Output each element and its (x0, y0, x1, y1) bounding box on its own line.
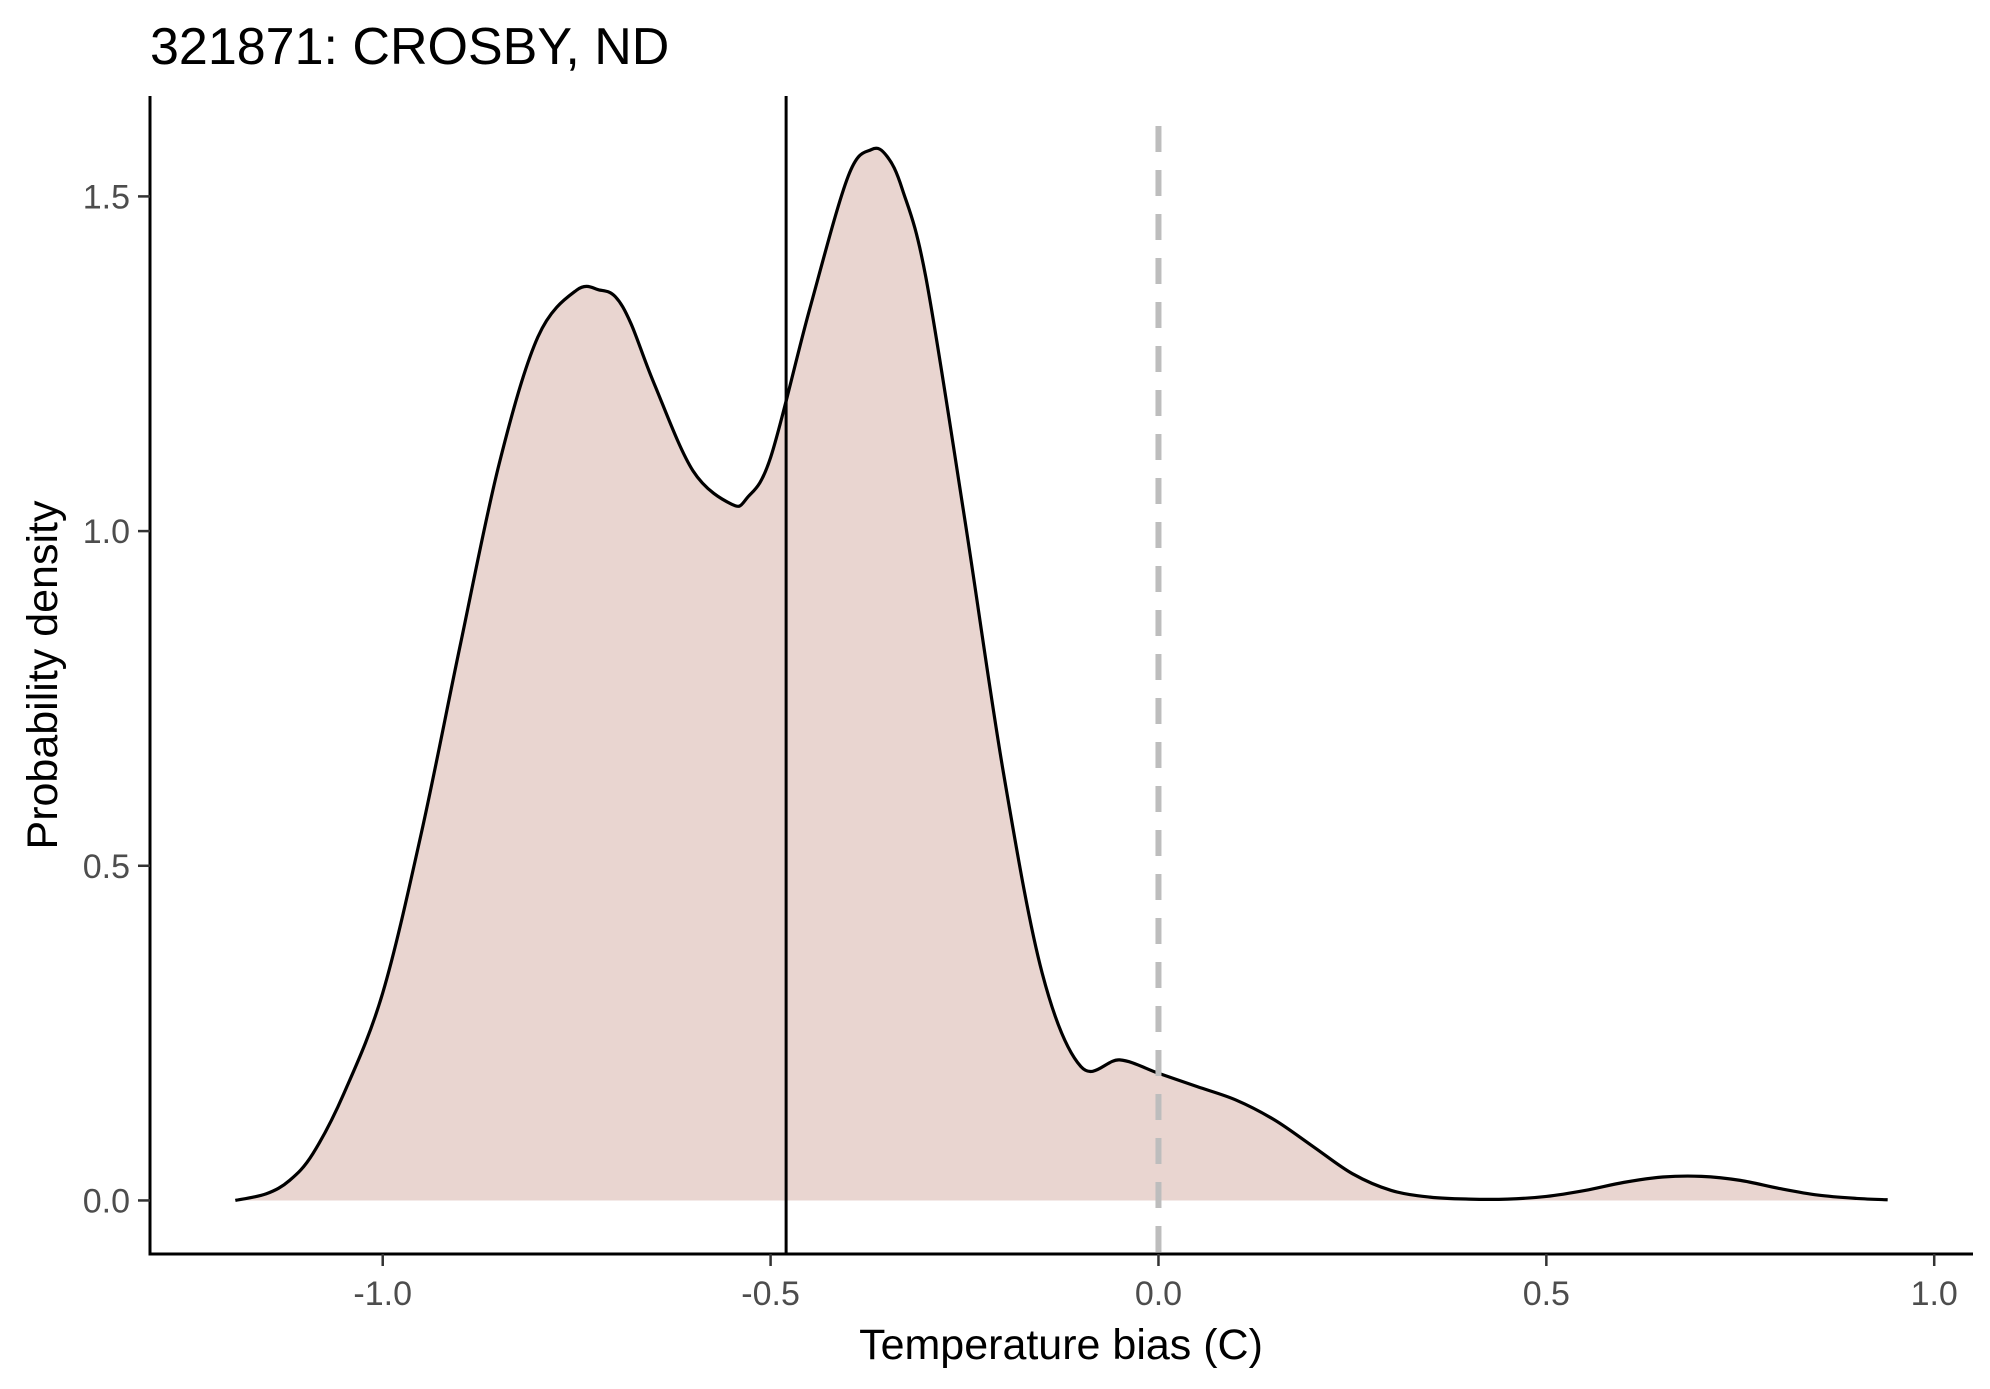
y-tick-label: 1.5 (83, 178, 130, 216)
density-area (235, 148, 1888, 1201)
y-tick-label: 0.0 (83, 1182, 130, 1220)
x-tick-label: 1.0 (1911, 1275, 1958, 1313)
y-tick-label: 0.5 (83, 848, 130, 886)
x-tick-label: -1.0 (353, 1275, 412, 1313)
y-axis-title: Probability density (19, 500, 67, 849)
density-line (234, 146, 1888, 1203)
axis-ticks: -1.0 -0.5 0.0 0.5 1.0 0.0 0.5 1.0 1.5 (83, 178, 1958, 1313)
plot-area (234, 96, 1888, 1254)
axes (148, 96, 1973, 1256)
x-tick-label: 0.0 (1135, 1275, 1182, 1313)
y-tick-label: 1.0 (83, 513, 130, 551)
x-tick-label: -0.5 (741, 1275, 800, 1313)
chart-title: 321871: CROSBY, ND (150, 18, 669, 76)
x-tick-label: 0.5 (1523, 1275, 1570, 1313)
x-axis-title: Temperature bias (C) (859, 1321, 1263, 1369)
